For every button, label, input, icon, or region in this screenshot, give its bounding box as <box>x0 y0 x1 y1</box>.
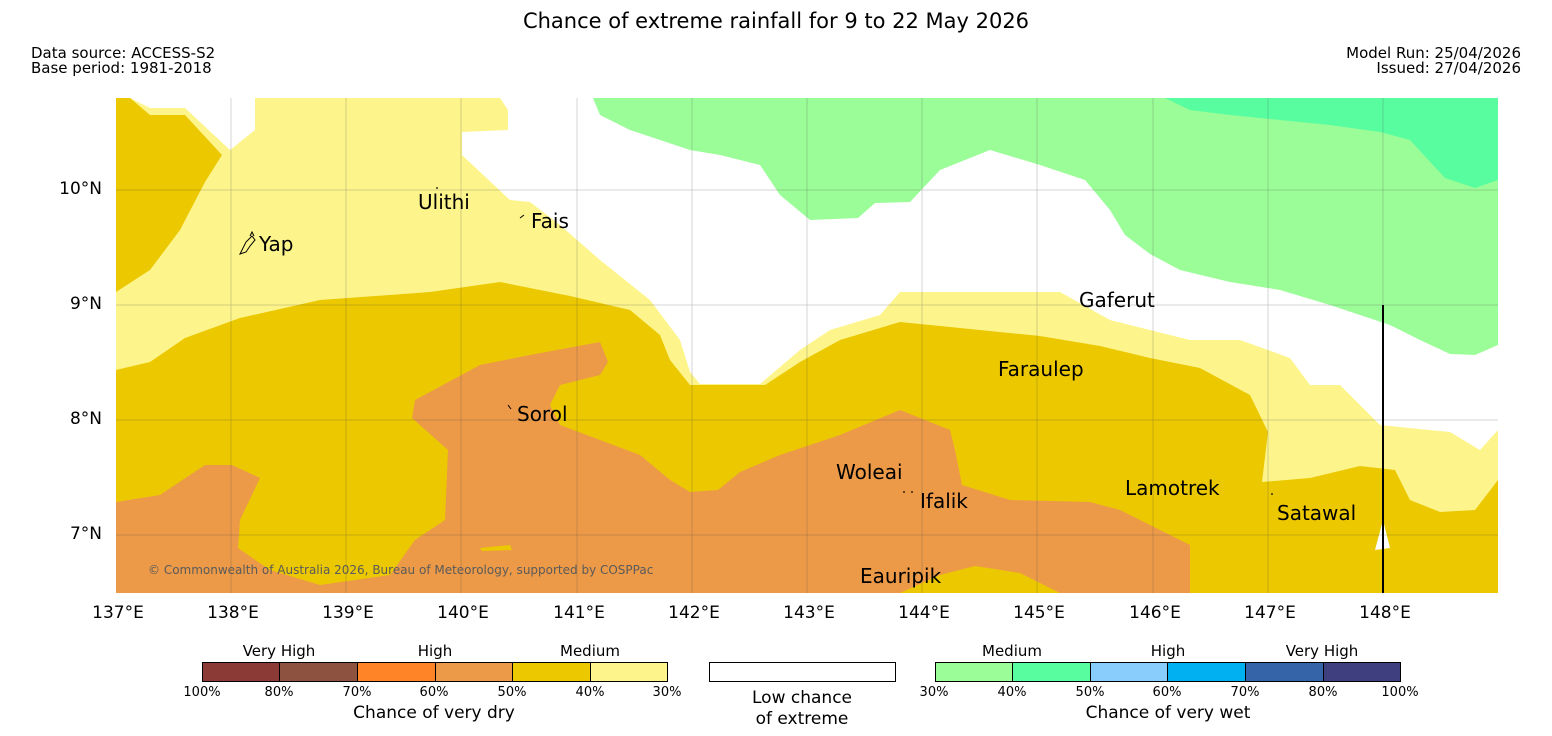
lon-label-146e: 146°E <box>1129 603 1181 623</box>
place-label-gaferut: Gaferut <box>1079 288 1155 312</box>
fais-island-icon <box>519 214 525 219</box>
legend-dry-swatch-70-60 <box>357 662 437 682</box>
legend-dry-swatch-80-70 <box>279 662 359 682</box>
legend-dry-tick: 50% <box>497 685 527 700</box>
legend-dry-heading-very-high: Very High <box>242 642 316 660</box>
legend-dry-heading-medium: Medium <box>560 642 620 660</box>
legend-wet-tick: 30% <box>919 685 949 700</box>
lon-label-145e: 145°E <box>1013 603 1065 623</box>
legend-dry-swatch-40-30 <box>590 662 668 682</box>
region-medium-dry-40-spot <box>480 545 512 551</box>
legend-wet-tick: 80% <box>1308 685 1338 700</box>
place-label-sorol: Sorol <box>517 402 568 426</box>
lon-label-144e: 144°E <box>898 603 950 623</box>
legend-wet-heading-medium: Medium <box>982 642 1042 660</box>
copyright-notice: © Commonwealth of Australia 2026, Bureau… <box>148 563 654 577</box>
legend-dry-tick: 70% <box>342 685 372 700</box>
legend-wet-heading-very-high: Very High <box>1285 642 1359 660</box>
legend-wet-tick: 100% <box>1381 685 1419 700</box>
metadata-right: Model Run: 25/04/2026 Issued: 27/04/2026 <box>1346 46 1521 76</box>
region-high-dry-50 <box>116 342 1190 593</box>
legend-wet-swatch-30-40 <box>935 662 1014 682</box>
legend-wet-caption: Chance of very wet <box>1085 703 1251 723</box>
metadata-left: Data source: ACCESS-S2 Base period: 1981… <box>31 46 215 76</box>
legend-wet-tick: 50% <box>1075 685 1105 700</box>
region-medium-dry-40-west <box>116 98 222 292</box>
lon-label-139e: 139°E <box>322 603 374 623</box>
legend-low-swatch <box>709 662 896 682</box>
place-label-ulithi: Ulithi <box>418 190 470 214</box>
map-area <box>116 98 1498 593</box>
place-label-eauripik: Eauripik <box>860 564 942 588</box>
legend-dry-tick: 60% <box>419 685 449 700</box>
legend-dry-swatch-50-40 <box>512 662 592 682</box>
model-run: Model Run: 25/04/2026 <box>1346 44 1521 62</box>
legend-wet-tick: 60% <box>1152 685 1182 700</box>
graticule <box>116 98 1498 593</box>
lon-label-140e: 140°E <box>437 603 489 623</box>
place-label-fais: Fais <box>531 209 569 233</box>
lat-label-10n: 10°N <box>59 179 102 199</box>
ifalik-island-icon-1 <box>903 491 905 493</box>
region-medium-wet-30 <box>593 98 1498 355</box>
legend-low-caption-1: Low chance <box>752 688 852 708</box>
legend-wet-swatch-40-50 <box>1012 662 1092 682</box>
legend-dry-tick: 80% <box>264 685 294 700</box>
place-label-faraulep: Faraulep <box>998 357 1084 381</box>
region-medium-dry-40-south <box>900 566 1060 593</box>
place-label-satawal: Satawal <box>1277 501 1357 525</box>
legend-wet-swatch-70-80 <box>1245 662 1325 682</box>
legend-wet-swatch-50-60 <box>1090 662 1169 682</box>
legend-low-caption-2: of extreme <box>755 709 849 729</box>
legend-dry-tick: 100% <box>183 685 221 700</box>
lon-label-142e: 142°E <box>668 603 720 623</box>
place-label-yap: Yap <box>259 232 294 256</box>
lon-label-143e: 143°E <box>783 603 835 623</box>
legend-dry-tick: 40% <box>575 685 605 700</box>
legend-wet-tick: 70% <box>1230 685 1260 700</box>
place-label-ifalik: Ifalik <box>920 489 968 513</box>
region-medium-wet-40 <box>1165 98 1498 188</box>
data-source: Data source: ACCESS-S2 <box>31 44 216 62</box>
chart-title: Chance of extreme rainfall for 9 to 22 M… <box>522 9 1030 33</box>
ulithi-island-icon <box>436 187 438 189</box>
ifalik-island-icon-2 <box>911 491 913 493</box>
sorol-island-icon <box>507 404 512 410</box>
legend-dry-heading-high: High <box>417 642 453 660</box>
lon-label-148e: 148°E <box>1359 603 1411 623</box>
yap-island-icon <box>239 230 256 255</box>
lat-label-9n: 9°N <box>69 294 102 314</box>
lon-label-137e: 137°E <box>92 603 144 623</box>
legend-dry-swatch-100-80 <box>202 662 281 682</box>
legend-wet-heading-high: High <box>1150 642 1186 660</box>
legend-dry-caption: Chance of very dry <box>353 703 515 723</box>
base-period: Base period: 1981-2018 <box>31 59 212 77</box>
lat-label-7n: 7°N <box>69 524 102 544</box>
lon-label-147e: 147°E <box>1244 603 1296 623</box>
legend-wet-swatch-80-100 <box>1323 662 1401 682</box>
legend-wet-tick: 40% <box>997 685 1027 700</box>
place-label-woleai: Woleai <box>836 460 903 484</box>
satawal-island-icon <box>1271 493 1273 495</box>
lon-label-141e: 141°E <box>553 603 605 623</box>
legend-wet-swatch-60-70 <box>1167 662 1247 682</box>
lat-label-8n: 8°N <box>69 409 102 429</box>
issued-date: Issued: 27/04/2026 <box>1376 59 1521 77</box>
legend-dry-tick: 30% <box>652 685 682 700</box>
legend-dry-swatch-60-50 <box>435 662 514 682</box>
lon-label-138e: 138°E <box>207 603 259 623</box>
place-label-lamotrek: Lamotrek <box>1125 476 1220 500</box>
